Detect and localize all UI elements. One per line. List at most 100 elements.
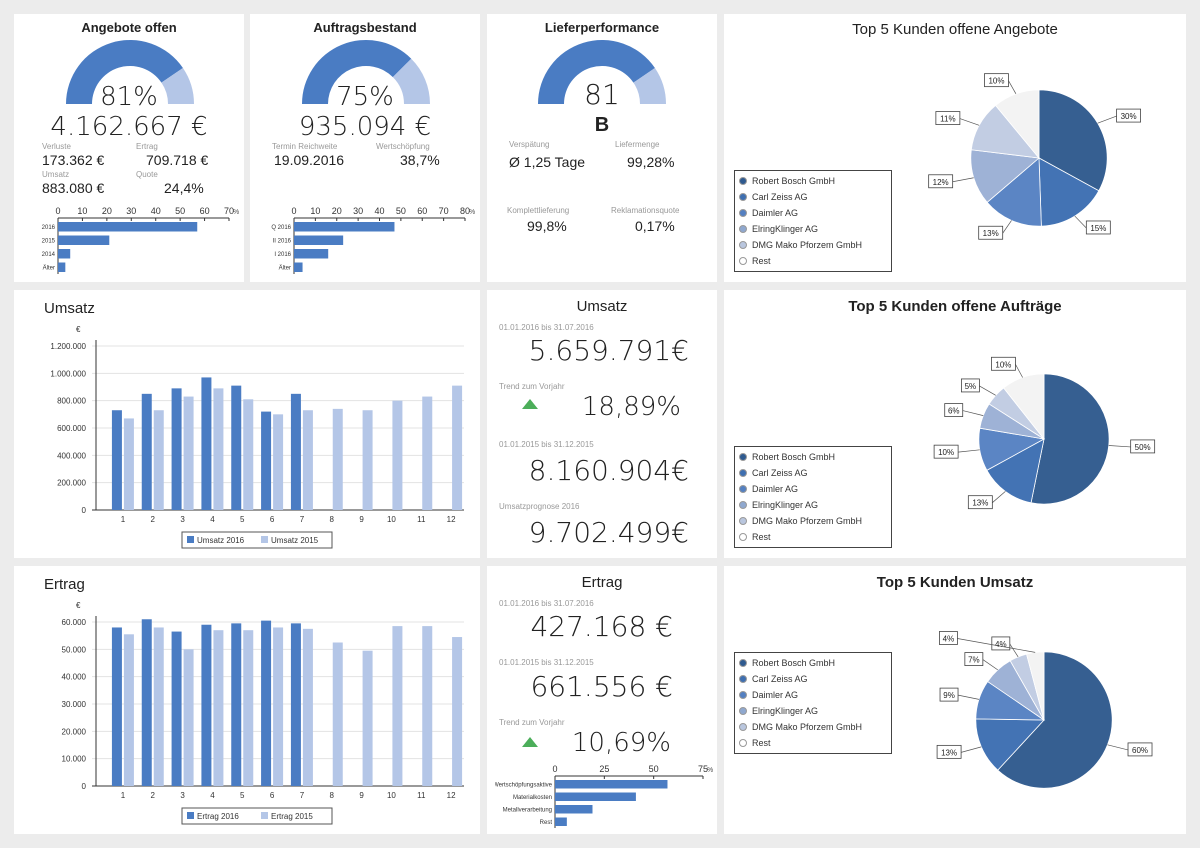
legend-item: Daimler AG — [739, 687, 885, 703]
pie-label: 60% — [1132, 746, 1148, 755]
x-tick-label: 6 — [270, 791, 275, 800]
panel-title: Lieferperformance — [544, 20, 660, 35]
gauge-score: 81 — [584, 78, 620, 111]
x-tick-label: 8 — [330, 791, 335, 800]
legend-label: Carl Zeiss AG — [752, 468, 808, 478]
bar-ertrag-2015 — [183, 649, 194, 786]
y-tick-label: 30.000 — [62, 700, 87, 709]
category-label: Rest — [540, 820, 553, 826]
bar-ertrag-2015 — [213, 630, 224, 786]
kpi-value: 883.080 € — [42, 180, 105, 196]
kpi-value: 9.702.499€ — [528, 516, 689, 549]
category-label: 2016 — [42, 225, 56, 231]
gauge-rest-arc — [633, 68, 666, 104]
pie-label: 10% — [995, 360, 1011, 369]
y-tick-label: 40.000 — [62, 673, 87, 682]
pie-label-box — [944, 403, 964, 417]
x-tick-label: 2 — [151, 791, 156, 800]
panel-title: Top 5 Kunden offene Aufträge — [848, 298, 1062, 315]
gauge-percent: 75% — [336, 82, 394, 112]
kpi-amount: 4.162.667 € — [50, 112, 208, 142]
pie-label-box — [961, 378, 980, 393]
legend-dot-icon — [739, 723, 747, 731]
tick-label: 0 — [291, 206, 296, 216]
leader-line — [979, 385, 996, 396]
legend-swatch — [187, 536, 194, 543]
category-label: I 2016 — [274, 252, 291, 258]
bar — [555, 817, 567, 826]
pie-label: 13% — [972, 499, 988, 508]
legend-label: Robert Bosch GmbH — [752, 658, 836, 668]
legend-label: Carl Zeiss AG — [752, 674, 808, 684]
legend-dot-icon — [739, 177, 747, 185]
legend-dot-icon — [739, 257, 747, 265]
gauge-value-arc — [302, 39, 412, 104]
panel-ertrag-chart: Ertrag €0 10.000 20.000 30.000 40.000 50.000 6… — [14, 566, 480, 834]
kpi-label: 01.01.2016 bis 31.07.2016 — [499, 599, 594, 608]
y-tick-label: 10.000 — [62, 755, 87, 764]
kpi-value: 99,8% — [527, 218, 567, 234]
legend-dot-icon — [739, 691, 747, 699]
panel-title: Top 5 Kunden offene Angebote — [852, 21, 1058, 38]
bar-chart-umsatz: €0 200.000 400.000 600.000 800.000 1.000.000 1… — [50, 325, 464, 549]
legend-label: DMG Mako Pforzem GmbH — [752, 240, 863, 250]
bar-umsatz-2015 — [273, 414, 284, 510]
pie-legend: Robert Bosch GmbH Carl Zeiss AG Daimler AG… — [734, 170, 892, 272]
legend-item: Rest — [739, 253, 885, 269]
chart-legend — [181, 531, 333, 549]
x-tick-label: 7 — [300, 515, 305, 524]
legend-label: DMG Mako Pforzem GmbH — [752, 722, 863, 732]
bar — [58, 262, 66, 272]
tick-label: 20 — [332, 206, 342, 216]
pie-label-box — [984, 73, 1009, 88]
legend-item: Robert Bosch GmbH — [739, 655, 885, 671]
tick-label: 30 — [353, 206, 363, 216]
pie-label-box — [939, 631, 958, 645]
kpi-value: 24,4% — [164, 180, 204, 196]
trend-up-icon — [522, 737, 538, 747]
x-tick-label: 8 — [330, 515, 335, 524]
bar — [294, 235, 344, 245]
legend-dot-icon — [739, 241, 747, 249]
y-tick-label: 1.200.000 — [50, 342, 86, 351]
gauge-liefer — [538, 39, 666, 104]
legend-dot-icon — [739, 501, 747, 509]
leader-line — [1074, 215, 1087, 229]
legend-item: ElringKlinger AG — [739, 497, 885, 513]
pie-label: 12% — [933, 178, 949, 187]
bar — [294, 262, 303, 272]
panel-ertrag-kpi: Ertrag 01.01.2016 bis 31.07.2016 427.168… — [487, 566, 717, 834]
leader-line — [1015, 364, 1023, 378]
legend-label: Robert Bosch GmbH — [752, 452, 836, 462]
pie-label: 4% — [995, 640, 1007, 649]
gauge-rest-arc — [161, 68, 194, 104]
tick-label: 25 — [599, 764, 609, 774]
kpi-label: Trend zum Vorjahr — [499, 382, 565, 391]
tick-label: 70 — [439, 206, 449, 216]
tick-label: 0 — [55, 206, 60, 216]
bar-ertrag-2015 — [332, 642, 343, 786]
pie-slice — [986, 157, 1042, 227]
bar-umsatz-2016 — [111, 410, 122, 510]
kpi-label: Wertschöpfung — [376, 142, 430, 151]
legend-dot-icon — [739, 533, 747, 541]
panel-title: Ertrag — [581, 574, 623, 591]
kpi-label: 01.01.2015 bis 31.12.2015 — [499, 440, 594, 449]
legend-item: Rest — [739, 529, 885, 545]
leader-line — [957, 694, 980, 700]
legend-label: Rest — [752, 256, 771, 266]
tick-label: 20 — [102, 206, 112, 216]
kpi-amount: 935.094 € — [298, 112, 432, 142]
leader-line — [1097, 115, 1117, 124]
panel-title: Auftragsbestand — [313, 20, 417, 35]
bar-ertrag-2016 — [141, 619, 152, 786]
leader-line — [962, 410, 984, 416]
bar-umsatz-2015 — [123, 418, 134, 510]
kpi-value: 18,89% — [581, 392, 681, 422]
legend-item: ElringKlinger AG — [739, 221, 885, 237]
y-tick-label: 0 — [82, 782, 87, 791]
bar-ertrag-2016 — [290, 623, 301, 786]
tick-label: 30 — [126, 206, 136, 216]
pie-slice — [995, 89, 1040, 160]
pie-label-box — [1116, 108, 1141, 123]
